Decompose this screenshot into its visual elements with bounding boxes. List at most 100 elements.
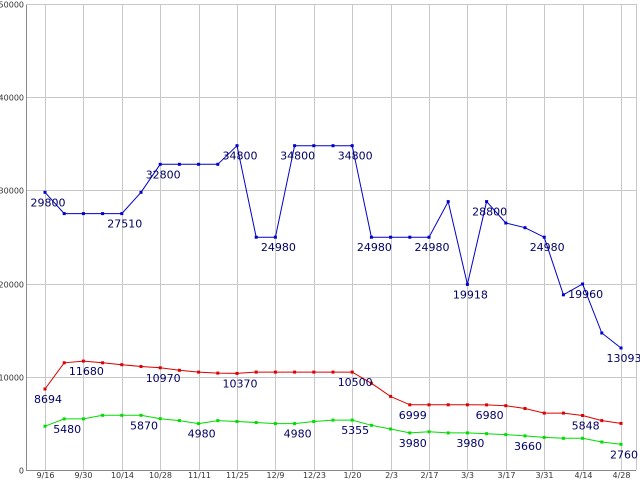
data-point — [62, 212, 66, 216]
data-label: 27510 — [107, 218, 142, 231]
data-point — [350, 144, 354, 148]
x-tick-label: 11/11 — [188, 471, 211, 480]
data-point — [120, 212, 124, 216]
data-point — [369, 381, 373, 385]
data-label: 10970 — [146, 372, 181, 385]
data-point — [561, 411, 565, 415]
data-point — [581, 414, 585, 417]
data-point — [331, 144, 335, 148]
data-point — [369, 235, 373, 239]
data-point — [254, 235, 258, 239]
data-point — [542, 235, 546, 239]
x-tick-labels: 9/16 9/30 10/14 10/28 11/11 11/25 12/9 12/23 1/2… — [37, 471, 631, 480]
data-point — [139, 190, 143, 194]
data-point — [197, 162, 201, 166]
data-point — [254, 421, 258, 424]
x-tick-label: 11/25 — [226, 471, 249, 480]
data-point — [158, 162, 162, 166]
data-point — [273, 370, 277, 374]
x-tick-label: 3/31 — [536, 471, 554, 480]
data-label: 5355 — [341, 424, 369, 437]
data-label: 24980 — [261, 241, 296, 254]
data-point — [312, 420, 316, 423]
data-point — [542, 411, 546, 415]
data-point — [389, 235, 393, 239]
data-label: 5480 — [53, 423, 81, 436]
data-label: 2760 — [610, 448, 638, 461]
axes — [26, 4, 637, 471]
data-point — [293, 370, 297, 374]
series-lines — [43, 144, 623, 446]
data-point — [81, 212, 85, 216]
series-line — [44, 360, 622, 424]
x-tick-label: 12/23 — [303, 471, 326, 480]
x-tick-label: 9/30 — [75, 471, 93, 480]
x-tick-label: 2/17 — [421, 471, 439, 480]
data-point — [485, 200, 489, 204]
data-label: 4980 — [188, 428, 216, 441]
x-tick-label: 1/20 — [344, 471, 362, 480]
data-label: 10500 — [338, 376, 373, 389]
data-label: 4980 — [284, 428, 312, 441]
data-point — [139, 365, 143, 368]
data-point — [523, 226, 527, 230]
data-point — [427, 430, 431, 434]
data-point — [101, 361, 105, 365]
data-point — [216, 371, 220, 375]
data-point — [331, 418, 335, 422]
data-label: 13093 — [607, 352, 640, 365]
data-point — [62, 361, 66, 365]
data-label: 32800 — [146, 168, 181, 181]
data-point — [581, 282, 585, 286]
data-point — [408, 403, 412, 407]
data-point — [120, 363, 124, 367]
data-point — [254, 370, 258, 374]
data-point — [446, 200, 450, 204]
data-point — [43, 387, 47, 391]
data-point — [427, 235, 431, 239]
data-point — [581, 436, 585, 440]
data-point — [273, 235, 277, 239]
y-tick-labels: 0 10000 20000 30000 40000 50000 — [0, 1, 24, 476]
data-point — [331, 370, 335, 374]
data-point — [197, 422, 201, 426]
data-label: 24980 — [357, 241, 392, 254]
data-point — [62, 417, 66, 421]
data-point — [216, 419, 220, 423]
data-point — [600, 331, 604, 335]
data-label: 34800 — [280, 150, 315, 163]
y-tick-label: 0 — [19, 467, 24, 476]
data-label: 6980 — [476, 409, 504, 422]
data-point — [350, 370, 354, 374]
x-tick-label: 10/28 — [149, 471, 172, 480]
data-point — [408, 431, 412, 435]
x-tick-label: 3/17 — [498, 471, 516, 480]
data-point — [408, 235, 412, 239]
data-point — [350, 418, 354, 422]
data-point — [600, 440, 604, 444]
data-point — [81, 359, 85, 363]
data-point — [312, 370, 316, 374]
data-label: 34800 — [223, 150, 258, 163]
data-point — [389, 427, 393, 431]
data-point — [101, 212, 105, 216]
x-tick-label: 12/9 — [267, 471, 285, 480]
data-point — [619, 421, 623, 425]
data-point — [139, 413, 143, 417]
data-point — [120, 413, 124, 417]
data-point — [177, 162, 181, 166]
data-point — [293, 144, 297, 148]
data-point — [158, 366, 162, 370]
data-point — [485, 432, 489, 436]
data-point — [465, 282, 469, 286]
data-point — [619, 442, 623, 446]
data-point — [446, 431, 450, 435]
data-point — [273, 422, 277, 426]
y-tick-label: 40000 — [0, 94, 24, 103]
data-label: 6999 — [399, 409, 427, 422]
data-label: 10370 — [223, 377, 258, 390]
data-point — [523, 407, 527, 410]
data-point — [523, 434, 527, 438]
data-point — [561, 436, 565, 440]
